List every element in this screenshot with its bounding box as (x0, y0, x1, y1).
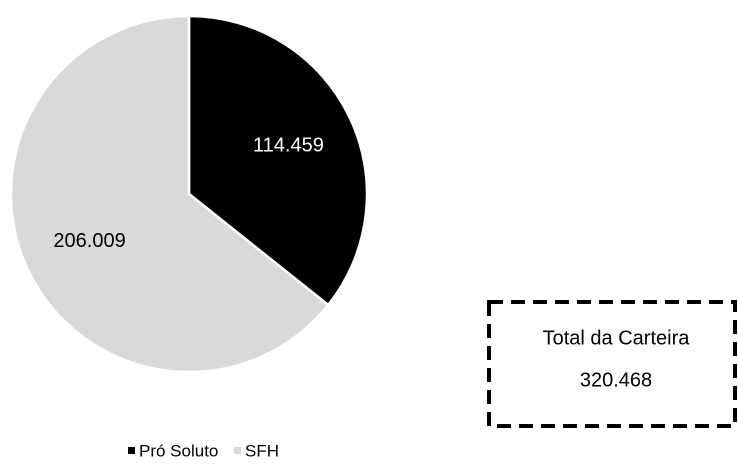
pie-slice (187, 14, 369, 307)
total-box (487, 300, 737, 428)
legend-swatch (128, 447, 135, 454)
data-label: 114.459 (253, 134, 324, 156)
data-label: 206.009 (53, 230, 125, 252)
pie-slice (9, 14, 330, 374)
legend-label: SFH (245, 441, 279, 460)
legend-swatch (234, 447, 241, 454)
total-value: 320.468 (580, 369, 652, 391)
legend-label: Pró Soluto (139, 441, 218, 460)
total-label: Total da Carteira (543, 327, 691, 349)
